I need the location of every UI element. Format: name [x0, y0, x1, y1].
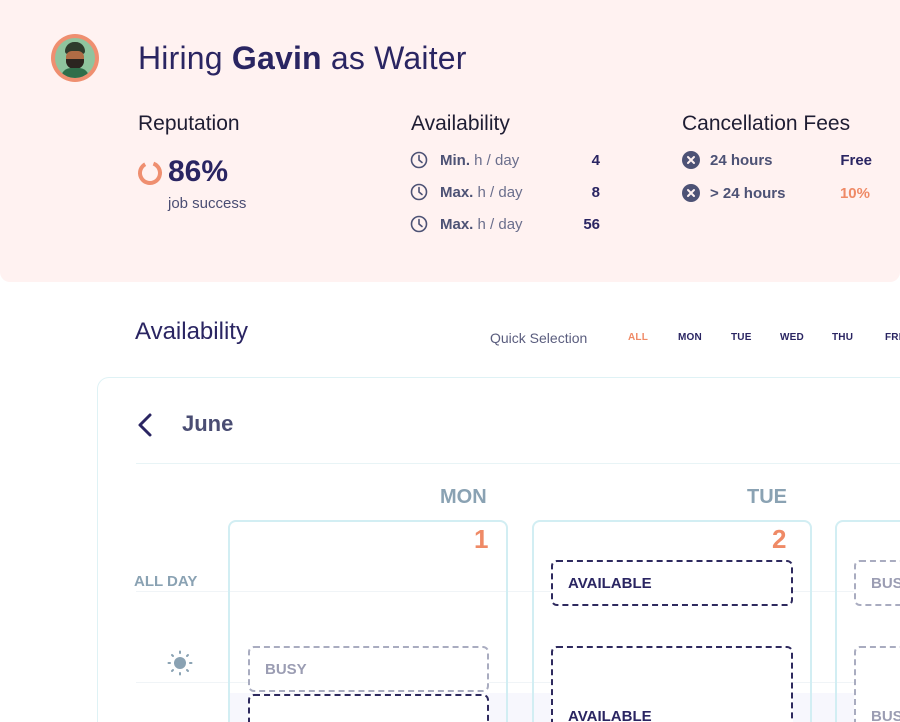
clock-icon: [410, 215, 428, 233]
all-day-row-label: ALL DAY: [134, 573, 198, 590]
clock-icon: [410, 151, 428, 169]
worker-name: Gavin: [231, 40, 322, 76]
quick-select-thu[interactable]: THU: [832, 332, 854, 343]
quick-select-fri[interactable]: FRI: [885, 332, 900, 343]
cancellation-fees-heading: Cancellation Fees: [682, 112, 851, 135]
row-divider: [136, 682, 900, 683]
worker-avatar-image: [55, 38, 95, 78]
month-label: June: [182, 411, 234, 436]
fee-value-percent: 10%: [839, 184, 870, 202]
slot-available-all-day[interactable]: AVAILABLE: [551, 560, 793, 606]
day-header-tue: TUE: [747, 486, 787, 508]
reputation-heading: Reputation: [138, 112, 240, 135]
day-date-2: 2: [772, 524, 787, 554]
availability-row-max-week: Max. h / day 56: [410, 214, 600, 234]
slot-available-empty[interactable]: [248, 694, 489, 722]
quick-selection-label: Quick Selection: [490, 330, 588, 346]
day-header-mon: MON: [440, 486, 487, 508]
calendar-divider: [136, 463, 900, 464]
slot-available-daytime[interactable]: AVAILABLE: [551, 646, 793, 722]
clock-icon: [410, 183, 428, 201]
day-date-1: 1: [474, 524, 489, 554]
availability-min-value: 4: [591, 151, 600, 169]
cancellation-row-24h: 24 hours Free: [682, 150, 872, 170]
row-divider: [136, 591, 900, 592]
day-cell-mon[interactable]: [228, 520, 508, 722]
quick-select-all[interactable]: ALL: [628, 332, 649, 343]
fee-value-free: Free: [840, 151, 872, 169]
sun-icon: [167, 650, 193, 676]
chevron-left-icon[interactable]: [136, 412, 154, 438]
availability-row-max-day: Max. h / day 8: [410, 182, 600, 202]
availability-row-min: Min. h / day 4: [410, 150, 600, 170]
availability-summary-heading: Availability: [411, 112, 510, 135]
reputation-subtitle: job success: [168, 195, 247, 212]
day-cell-tue[interactable]: [532, 520, 812, 722]
reputation-ring-icon: [138, 161, 162, 185]
availability-section-heading: Availability: [135, 318, 248, 345]
availability-max-total-value: 56: [583, 215, 600, 233]
day-cell-wed[interactable]: [835, 520, 900, 722]
hiring-summary-panel: Hiring Gavin as Waiter Reputation 86% jo…: [0, 0, 900, 282]
avatar: [51, 34, 99, 82]
reputation-value: 86%: [168, 155, 229, 188]
x-circle-icon: [682, 151, 700, 169]
page-title: Hiring Gavin as Waiter: [138, 40, 467, 76]
quick-select-mon[interactable]: MON: [678, 332, 702, 343]
quick-select-tue[interactable]: TUE: [731, 332, 752, 343]
availability-max-value: 8: [591, 183, 600, 201]
slot-busy-all-day[interactable]: BUSY: [854, 560, 900, 606]
slot-busy[interactable]: BUSY: [248, 646, 489, 692]
slot-busy-daytime[interactable]: BUSY: [854, 646, 900, 722]
cancellation-row-over-24h: > 24 hours 10%: [682, 183, 872, 203]
x-circle-icon: [682, 184, 700, 202]
quick-select-wed[interactable]: WED: [780, 332, 804, 343]
